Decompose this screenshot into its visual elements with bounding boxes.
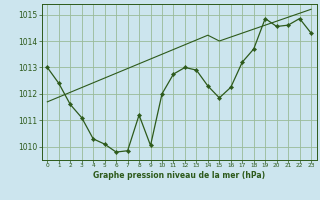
X-axis label: Graphe pression niveau de la mer (hPa): Graphe pression niveau de la mer (hPa) — [93, 171, 265, 180]
